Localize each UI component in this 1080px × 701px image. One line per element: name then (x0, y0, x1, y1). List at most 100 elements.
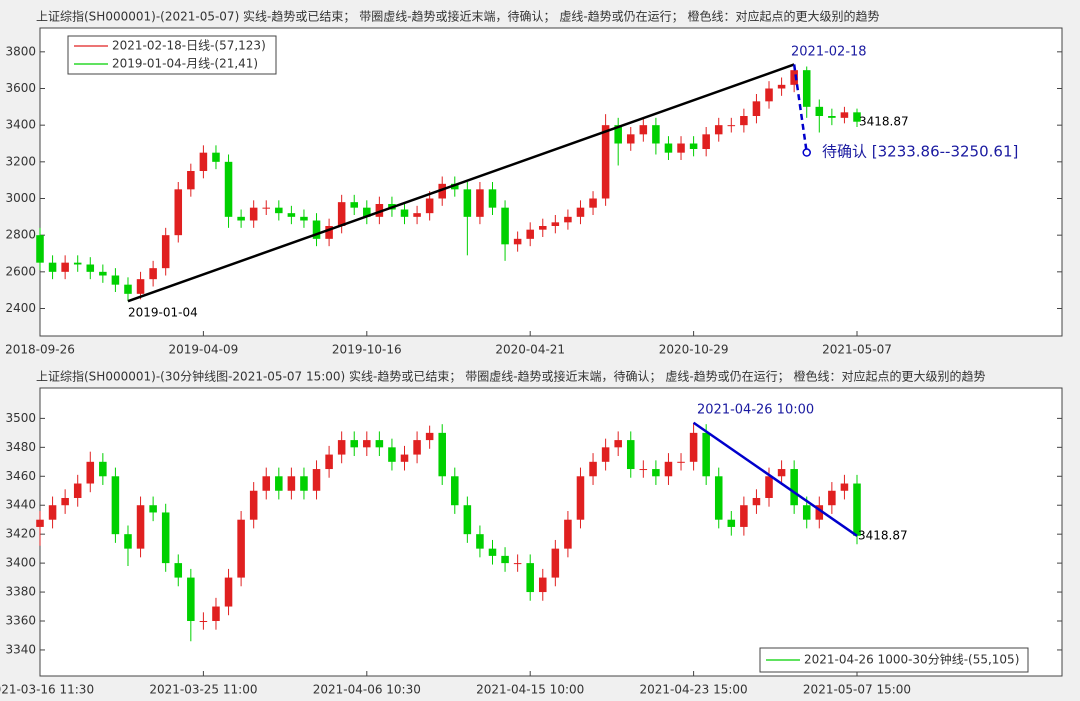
candle-body (136, 279, 145, 294)
candle-body (488, 548, 497, 556)
candle-body (652, 469, 660, 477)
trend-line (792, 64, 808, 153)
legend-label: 2019-01-04-月线-(21,41) (112, 57, 258, 71)
y-tick-label: 3340 (5, 642, 36, 656)
candle-body (99, 271, 107, 276)
candle-body (413, 213, 421, 217)
candle-body (451, 476, 459, 506)
candle-body (815, 106, 824, 116)
candle-body (589, 461, 597, 477)
candle-body (702, 432, 710, 477)
candle-body (48, 505, 57, 520)
candle-body (639, 125, 648, 135)
y-tick-label: 3000 (5, 191, 36, 205)
candle-body (400, 454, 409, 462)
candle-body (61, 262, 69, 272)
candle-body (375, 440, 384, 448)
candle-body (513, 563, 522, 565)
y-tick-label: 3400 (5, 556, 36, 570)
candle-body (149, 268, 157, 280)
candle-body (714, 125, 723, 135)
annotation: 待确认 [3233.86--3250.61] (822, 143, 1018, 161)
y-tick-label: 3500 (5, 411, 36, 425)
candle-body (564, 519, 572, 549)
annotation: 2021-02-18 (791, 45, 867, 60)
x-tick-label: 2021-05-07 15:00 (803, 683, 911, 697)
annotation: 3418.87 (858, 529, 908, 543)
y-tick-label: 2400 (5, 301, 36, 315)
x-tick-label: 2021-04-15 10:00 (476, 683, 584, 697)
y-tick-label: 3360 (5, 614, 36, 628)
y-tick-label: 3440 (5, 498, 36, 512)
candle-body (212, 606, 220, 622)
x-tick-label: 2020-10-29 (659, 343, 729, 357)
candle-body (312, 220, 321, 239)
candle-body (853, 483, 861, 536)
candle-body (538, 577, 547, 593)
candle-body (413, 440, 421, 455)
candle-body (828, 116, 836, 118)
candle-body (275, 476, 283, 491)
candle-body (36, 519, 44, 527)
candle-body (187, 171, 195, 190)
candle-body (224, 577, 233, 607)
x-tick-label: 2019-10-16 (332, 343, 402, 357)
candle-body (689, 432, 698, 462)
candle-body (262, 476, 271, 491)
candle-body (199, 152, 208, 171)
candle-body (501, 555, 509, 564)
annotation: 3418.87 (859, 115, 909, 129)
candle-body (262, 207, 271, 209)
y-tick-label: 3420 (5, 527, 36, 541)
candle-body (614, 440, 622, 448)
candle-body (249, 207, 258, 221)
candle-body (488, 189, 497, 208)
candle-body (664, 461, 673, 477)
candle-body (551, 222, 560, 226)
y-tick-label: 3200 (5, 154, 36, 168)
candle-body (677, 461, 685, 463)
candle-body (111, 275, 120, 285)
candle-body (300, 476, 308, 491)
candle-body (388, 447, 396, 462)
candle-body (526, 229, 534, 239)
candle-body (48, 262, 57, 272)
candle-body (576, 476, 585, 520)
legend-label: 2021-02-18-日线-(57,123) (112, 39, 266, 53)
x-tick-label: 2021-05-07 (822, 343, 892, 357)
candle-body (652, 125, 660, 144)
y-tick-label: 3600 (5, 81, 36, 95)
candle-body (727, 125, 736, 127)
plot-area (39, 387, 1063, 677)
candle-body (589, 198, 597, 208)
candle-body (73, 262, 82, 265)
x-tick-label: 2020-04-21 (495, 343, 565, 357)
candle-body (237, 519, 245, 578)
x-tick-label: 2021-03-25 11:00 (149, 683, 257, 697)
x-tick-label: 2018-09-26 (5, 343, 75, 357)
candle-body (350, 202, 359, 208)
candle-body (790, 469, 798, 506)
candle-body (689, 143, 698, 149)
candle-body (425, 198, 434, 214)
candle-body (400, 209, 409, 217)
candle-body (337, 202, 346, 226)
candle-body (438, 432, 446, 477)
candle-body (564, 216, 572, 223)
candle-body (526, 563, 534, 593)
candle-body (337, 440, 346, 455)
candle-body (287, 476, 296, 491)
candle-body (551, 548, 560, 578)
candle-body (802, 505, 811, 520)
candle-body (501, 207, 509, 245)
candle-body (765, 88, 773, 102)
candle-body (325, 226, 333, 239)
candle-body (363, 207, 371, 217)
candle-body (714, 476, 723, 520)
candle-body (538, 226, 547, 230)
candle-body (287, 213, 296, 217)
candle-body (840, 112, 849, 118)
candle-body (777, 469, 786, 477)
candle-body (363, 440, 371, 448)
candle-body (86, 264, 95, 272)
